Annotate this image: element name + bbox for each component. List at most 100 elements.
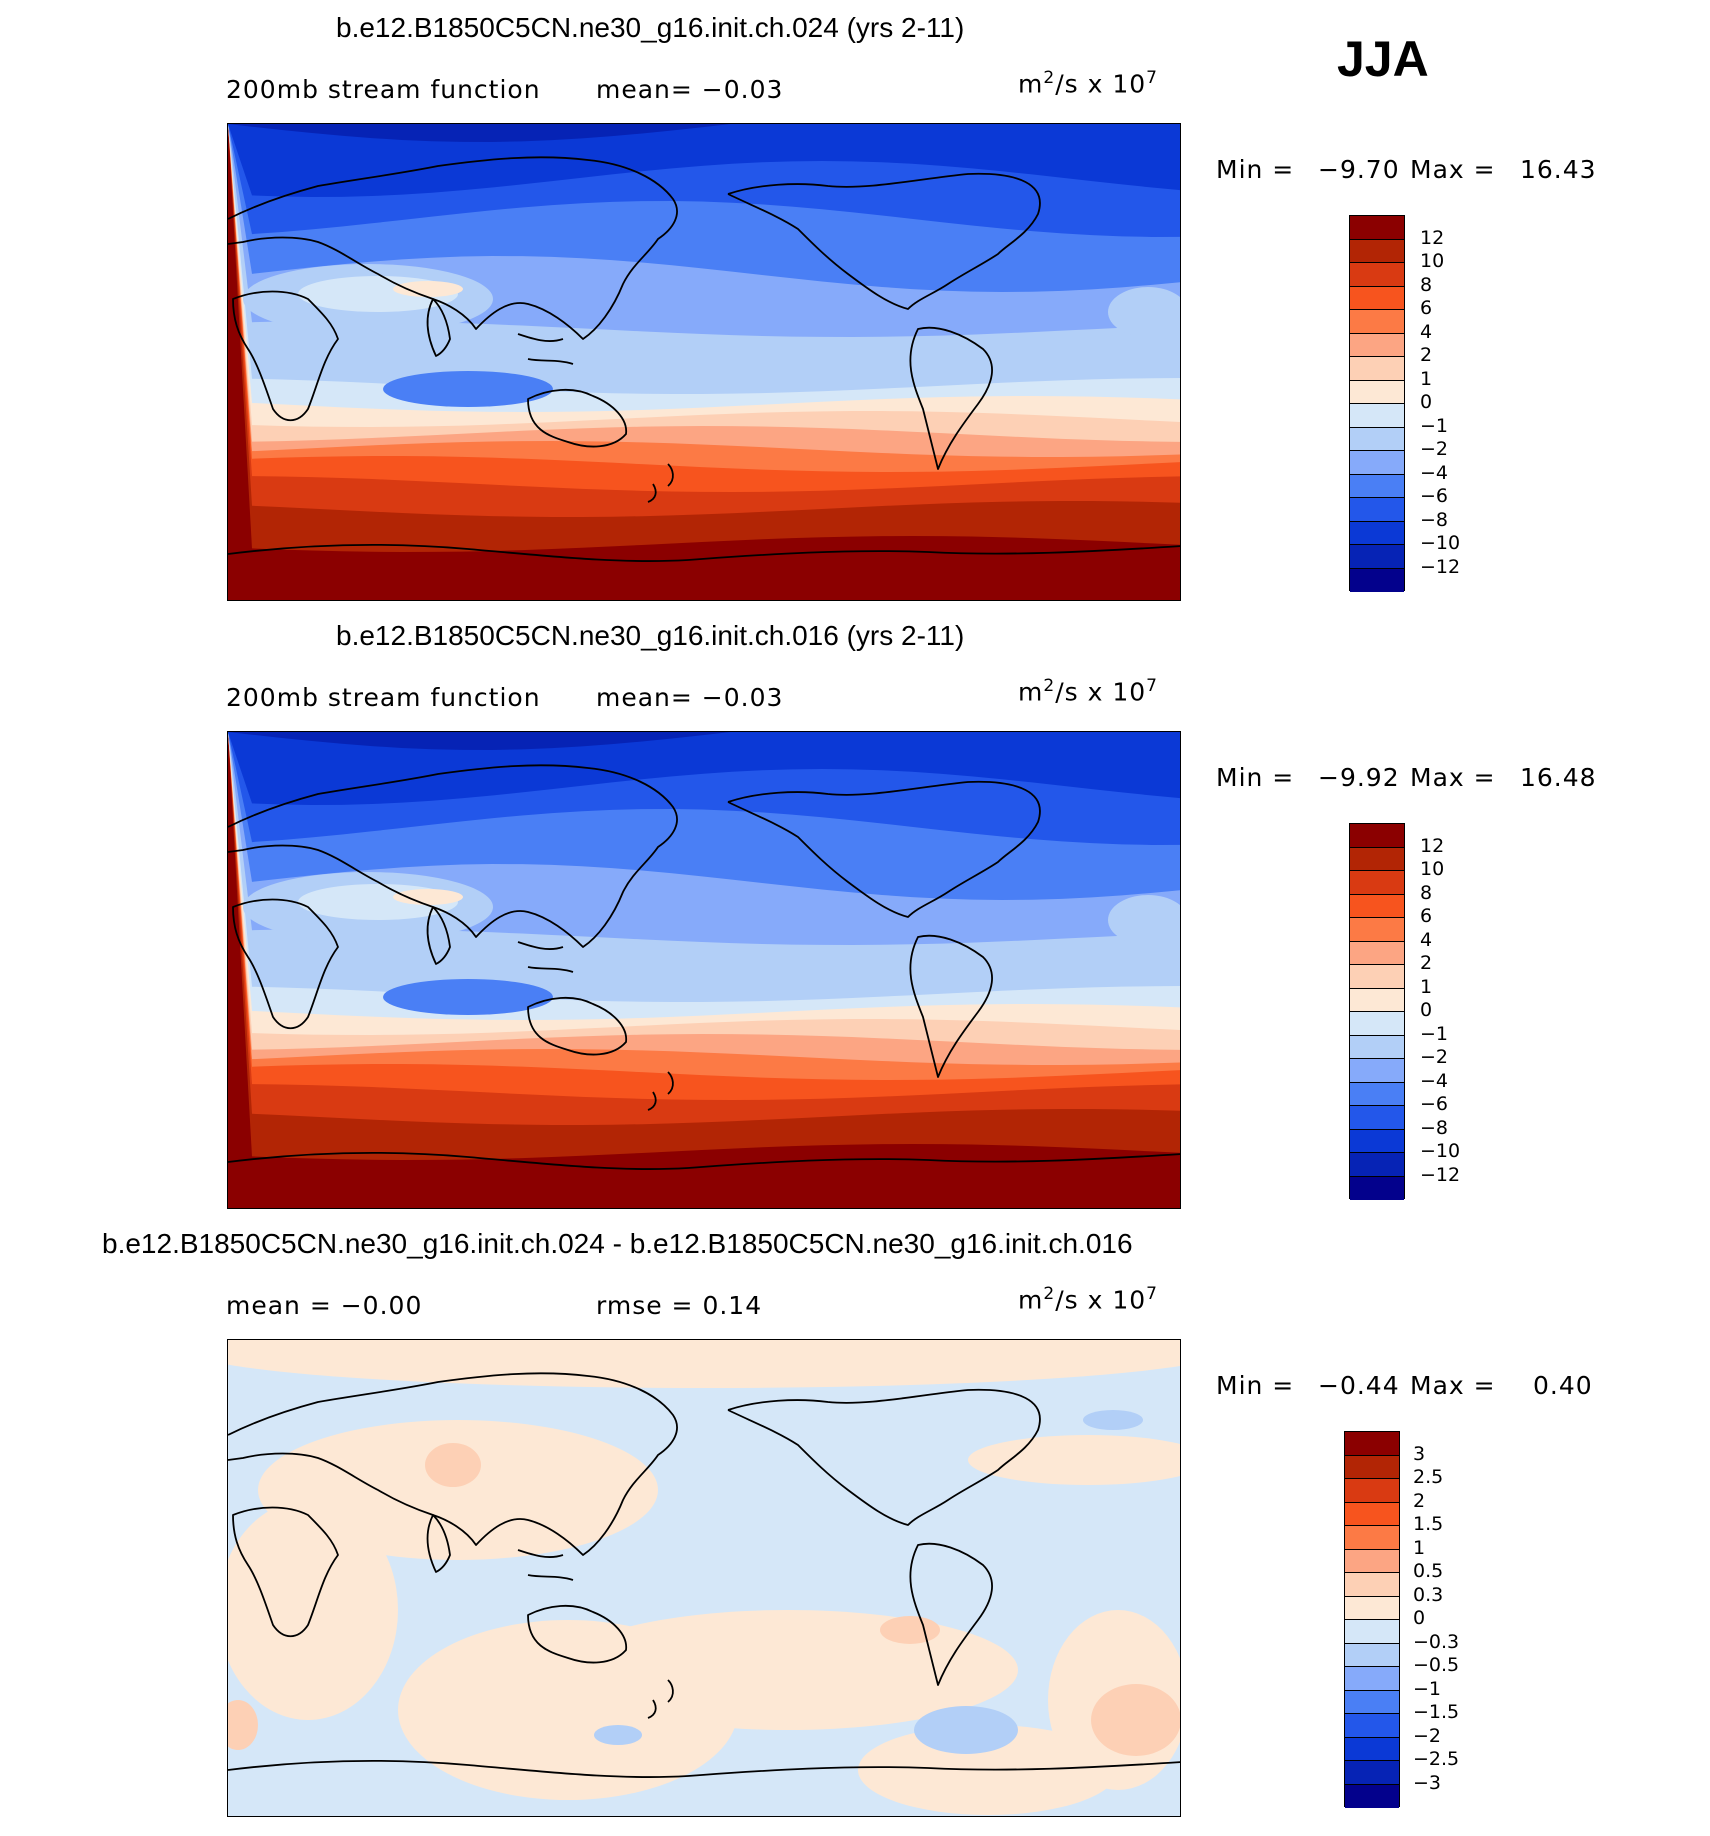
legend-level-label: −0.5 bbox=[1413, 1654, 1460, 1676]
legend-swatch bbox=[1345, 1455, 1399, 1479]
legend-level-label: 1 bbox=[1413, 1536, 1426, 1559]
contour-band bbox=[228, 732, 1180, 750]
legend-level-label: 2 bbox=[1420, 344, 1433, 366]
panel3-units: m2/s x 107 bbox=[1018, 1284, 1158, 1315]
legend-swatch bbox=[1350, 263, 1404, 287]
legend-level-label: −6 bbox=[1420, 1093, 1449, 1115]
coastline bbox=[517, 333, 574, 365]
legend-level-label: −2.5 bbox=[1413, 1748, 1460, 1770]
legend-level-label: −1.5 bbox=[1413, 1701, 1460, 1723]
panel3-mean: mean = −0.00 bbox=[226, 1291, 423, 1320]
contour-blob bbox=[1091, 1684, 1180, 1756]
panel3-min-value: −0.44 bbox=[1318, 1371, 1400, 1400]
contour-blob bbox=[425, 1443, 481, 1487]
contour-blob bbox=[383, 979, 553, 1015]
legend-level-label: −8 bbox=[1420, 508, 1449, 531]
legend-swatch bbox=[1345, 1714, 1399, 1738]
legend-level-label: 0 bbox=[1420, 999, 1433, 1021]
legend-swatch bbox=[1345, 1479, 1399, 1503]
panel3-title: b.e12.B1850C5CN.ne30_g16.init.ch.024 - b… bbox=[102, 1228, 1133, 1259]
contour-blob bbox=[594, 1725, 642, 1745]
legend-level-label: −4 bbox=[1420, 461, 1449, 484]
coastline bbox=[517, 1549, 574, 1581]
legend-swatch bbox=[1350, 1106, 1404, 1130]
legend-level-label: −1 bbox=[1413, 1677, 1442, 1700]
coastline bbox=[517, 941, 574, 973]
contour-band bbox=[228, 124, 1180, 142]
coastline bbox=[228, 543, 1180, 562]
contour-blob bbox=[914, 1706, 1018, 1754]
legend-level-label: 1 bbox=[1420, 975, 1433, 998]
panel1-max-value: 16.43 bbox=[1520, 155, 1597, 184]
coastline bbox=[232, 290, 339, 422]
contour-blob bbox=[228, 1700, 258, 1750]
legend-swatch bbox=[1345, 1737, 1399, 1761]
coastline bbox=[909, 934, 993, 1078]
coastline bbox=[527, 388, 627, 448]
coastline bbox=[527, 1604, 627, 1664]
legend-swatch bbox=[1345, 1667, 1399, 1691]
legend-swatch bbox=[1350, 1129, 1404, 1153]
panel2-map bbox=[227, 731, 1181, 1209]
legend-level-label: −4 bbox=[1420, 1069, 1449, 1092]
legend-swatch bbox=[1350, 1176, 1404, 1200]
panel3-max-label: Max = bbox=[1410, 1371, 1496, 1400]
legend-level-label: −3 bbox=[1413, 1771, 1442, 1794]
contour-blob bbox=[228, 1340, 1180, 1388]
legend-swatch bbox=[1350, 871, 1404, 895]
legend-level-label: −8 bbox=[1420, 1116, 1449, 1139]
legend-level-label: −2 bbox=[1420, 1046, 1449, 1068]
legend-level-label: 8 bbox=[1420, 881, 1433, 904]
coastline bbox=[909, 326, 993, 470]
legend-swatch bbox=[1350, 239, 1404, 263]
legend-level-label: 0.5 bbox=[1413, 1560, 1444, 1582]
panel1-subtitle: 200mb stream function bbox=[226, 75, 541, 104]
coastline bbox=[228, 1151, 1180, 1170]
legend-swatch bbox=[1345, 1690, 1399, 1714]
legend-level-label: 6 bbox=[1420, 905, 1433, 927]
coastline bbox=[647, 463, 674, 503]
legend-swatch bbox=[1345, 1432, 1399, 1456]
legend-swatch bbox=[1350, 894, 1404, 918]
legend-level-label: 12 bbox=[1420, 226, 1445, 249]
legend-level-label: 2 bbox=[1420, 952, 1433, 974]
panel3-legend bbox=[1344, 1431, 1400, 1808]
legend-level-label: −0.3 bbox=[1413, 1630, 1460, 1653]
panel2-max-value: 16.48 bbox=[1520, 763, 1597, 792]
coastline bbox=[426, 906, 451, 965]
legend-level-label: 2 bbox=[1413, 1489, 1426, 1512]
legend-level-label: −10 bbox=[1420, 1140, 1461, 1162]
legend-swatch bbox=[1350, 1153, 1404, 1177]
contour-blob bbox=[1083, 1410, 1143, 1430]
legend-swatch bbox=[1350, 333, 1404, 357]
legend-swatch bbox=[1345, 1596, 1399, 1620]
panel3-rmse: rmse = 0.14 bbox=[596, 1291, 763, 1320]
coastline bbox=[727, 1388, 1041, 1526]
panel2-max-label: Max = bbox=[1410, 763, 1496, 792]
legend-level-label: −6 bbox=[1420, 485, 1449, 507]
panel2-units: m2/s x 107 bbox=[1018, 676, 1158, 707]
legend-swatch bbox=[1345, 1620, 1399, 1644]
contour-blob bbox=[1108, 287, 1180, 337]
legend-swatch bbox=[1350, 451, 1404, 475]
legend-level-label: 6 bbox=[1420, 297, 1433, 319]
panel2-min-value: −9.92 bbox=[1318, 763, 1400, 792]
legend-level-label: 10 bbox=[1420, 858, 1445, 880]
panel3-min-label: Min = bbox=[1216, 1371, 1295, 1400]
contour-blob bbox=[968, 1435, 1180, 1485]
legend-level-label: −12 bbox=[1420, 1163, 1461, 1186]
legend-level-label: 1 bbox=[1420, 367, 1433, 390]
legend-swatch bbox=[1350, 286, 1404, 310]
coastline bbox=[647, 1071, 674, 1111]
contour-blob bbox=[393, 281, 463, 297]
legend-swatch bbox=[1350, 404, 1404, 428]
legend-swatch bbox=[1350, 568, 1404, 592]
legend-level-label: 2.5 bbox=[1413, 1466, 1444, 1488]
legend-level-label: −1 bbox=[1420, 414, 1449, 437]
contour-band bbox=[228, 732, 1180, 805]
panel1-min-value: −9.70 bbox=[1318, 155, 1400, 184]
legend-swatch bbox=[1350, 824, 1404, 848]
legend-swatch bbox=[1350, 427, 1404, 451]
legend-level-label: 0 bbox=[1413, 1607, 1426, 1629]
legend-swatch bbox=[1350, 1082, 1404, 1106]
